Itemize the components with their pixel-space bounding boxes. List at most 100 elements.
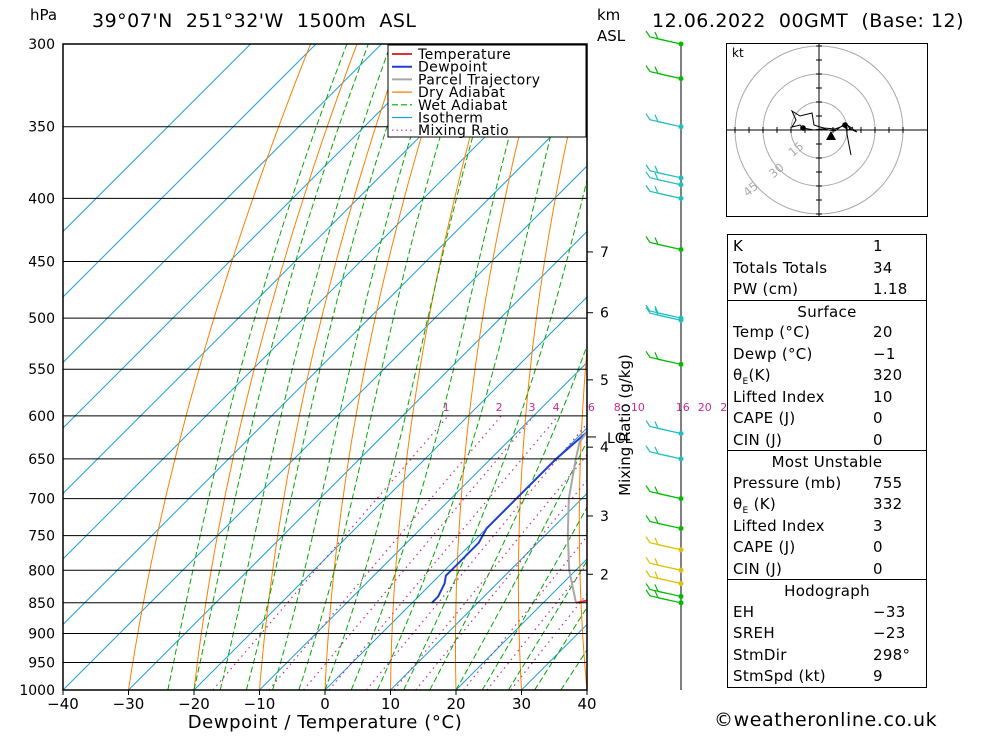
pressure-tick-label: 500 <box>28 311 55 327</box>
wind-barb <box>646 421 681 434</box>
dry-adiabat-line <box>518 44 589 690</box>
wind-barb <box>646 165 681 178</box>
surface-dewp-value: −1 <box>873 345 896 363</box>
pressure-tick-label: 700 <box>28 492 55 508</box>
surface-temp-value: 20 <box>873 323 893 341</box>
temperature-tick-label: 10 <box>381 695 400 713</box>
height-tick-label: 3 <box>600 509 609 525</box>
wind-barb <box>646 590 681 603</box>
pressure-tick-label: 800 <box>28 563 55 579</box>
pressure-tick-label: 850 <box>28 596 55 612</box>
hodograph: kt 15 30 45 <box>726 43 928 217</box>
wet-adiabat-line <box>430 44 674 690</box>
wet-adiabat-line <box>456 44 735 690</box>
hodograph-point <box>800 125 806 131</box>
sreh-label: SREH <box>733 624 775 642</box>
dry-adiabat-line <box>696 44 729 690</box>
sreh-value: −23 <box>873 624 906 642</box>
mu-li-value: 3 <box>873 517 883 535</box>
theta-unit: (K) <box>748 366 770 384</box>
row-surface-cin: CIN (J)0 <box>728 429 926 451</box>
temperature-tick-label: −30 <box>113 695 145 713</box>
height-unit-asl: ASL <box>597 27 625 45</box>
mu-cin-value: 0 <box>873 560 883 578</box>
k-label: K <box>733 237 743 255</box>
wind-barb <box>646 571 681 584</box>
mixing-ratio-label: 1 <box>443 401 450 414</box>
pressure-tick-label: 900 <box>28 626 55 642</box>
wind-barb <box>646 236 681 249</box>
wind-barb <box>646 515 681 528</box>
wet-adiabat-line <box>351 44 534 690</box>
wet-adiabat-line <box>299 44 469 690</box>
wind-barb <box>646 486 681 499</box>
wind-barb <box>646 66 681 79</box>
temperature-tick-label: −10 <box>244 695 276 713</box>
x-axis-label: Dewpoint / Temperature (°C) <box>188 712 463 733</box>
wind-barb <box>646 583 681 596</box>
pressure-tick-label: 750 <box>28 529 55 545</box>
pw-value: 1.18 <box>873 280 908 298</box>
datetime-title: 12.06.2022 00GMT (Base: 12) <box>652 10 964 32</box>
mu-pressure-label: Pressure (mb) <box>733 474 842 492</box>
mu-cape-label: CAPE (J) <box>733 538 796 556</box>
legend-label: Mixing Ratio <box>418 123 509 139</box>
isotherm-line <box>0 44 382 690</box>
wind-barb <box>646 114 681 127</box>
mu-cin-label: CIN (J) <box>733 560 782 578</box>
mu-li-label: Lifted Index <box>733 517 825 535</box>
pw-label: PW (cm) <box>733 280 798 298</box>
wet-adiabat-line <box>377 44 574 690</box>
height-tick-label: 6 <box>600 306 609 322</box>
row-surface-temp: Temp (°C) 20 <box>728 321 926 343</box>
surface-cape-label: CAPE (J) <box>733 409 796 427</box>
row-surface-cape: CAPE (J)0 <box>728 407 926 429</box>
surface-title: Surface <box>728 300 926 322</box>
wind-barb <box>646 351 681 364</box>
isotherm-line <box>63 44 709 690</box>
mu-cape-value: 0 <box>873 538 883 556</box>
k-value: 1 <box>873 237 883 255</box>
pressure-tick-label: 650 <box>28 452 55 468</box>
surface-theta-label: θE(K) <box>733 366 771 387</box>
surface-temp-label: Temp (°C) <box>733 323 810 341</box>
surface-theta-value: 320 <box>873 366 903 384</box>
temperature-tick-label: 0 <box>320 695 330 713</box>
hodograph-point <box>842 122 848 128</box>
mu-theta-label: θE (K) <box>733 495 776 516</box>
pressure-tick-label: 400 <box>28 191 55 207</box>
wet-adiabat-line <box>194 44 368 690</box>
pressure-tick-label: 300 <box>28 37 55 53</box>
stmdir-label: StmDir <box>733 646 787 664</box>
surface-cin-value: 0 <box>873 431 883 449</box>
row-sreh: SREH −23 <box>728 622 926 644</box>
pressure-tick-label: 600 <box>28 409 55 425</box>
dry-adiabat-line <box>638 44 682 690</box>
isotherm-line <box>0 44 447 690</box>
row-mu-cape: CAPE (J) 0 <box>728 536 926 558</box>
height-tick-label: 2 <box>600 567 609 583</box>
temperature-tick-label: 30 <box>512 695 531 713</box>
mixing-ratio-label: 6 <box>588 401 595 414</box>
pressure-unit: hPa <box>30 6 57 24</box>
wind-barb <box>646 557 681 570</box>
most-unstable-title: Most Unstable <box>728 450 926 472</box>
location-title: 39°07'N 251°32'W 1500m ASL <box>92 10 416 32</box>
hodograph-table-title: Hodograph <box>728 579 926 601</box>
mixing-ratio-line <box>269 416 501 690</box>
mixing-ratio-axis-label: Mixing Ratio (g/kg) <box>616 354 634 496</box>
isotherm-line <box>0 44 513 690</box>
copyright[interactable]: ©weatheronline.co.uk <box>714 709 937 731</box>
mixing-ratio-label: 3 <box>528 401 535 414</box>
mixing-ratio-label: 16 <box>676 401 690 414</box>
pressure-tick-label: 550 <box>28 362 55 378</box>
row-pw: PW (cm) 1.18 <box>728 278 926 300</box>
dry-adiabat-line <box>325 44 450 690</box>
isotherm-line <box>0 44 644 690</box>
mixing-ratio-line <box>416 416 640 690</box>
isotherm-line <box>129 44 775 690</box>
pressure-tick-label: 950 <box>28 655 55 671</box>
temperature-tick-label: −20 <box>178 695 210 713</box>
